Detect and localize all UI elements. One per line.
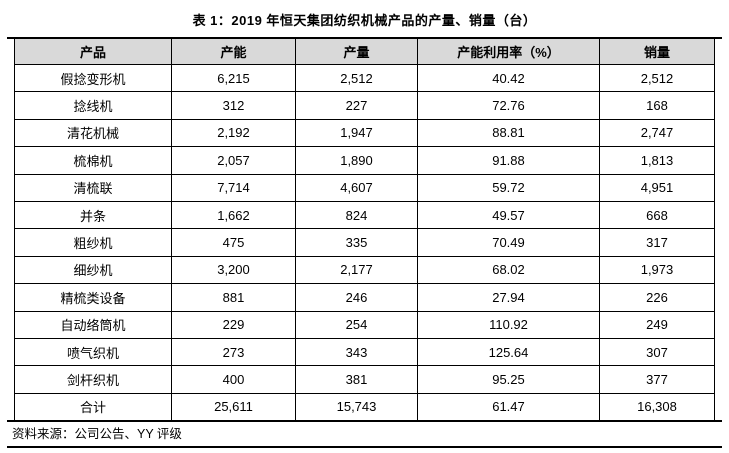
table-cell: 自动络筒机: [14, 310, 172, 339]
table-row: 细纱机 3,200 2,177 68.02 1,973: [14, 255, 715, 285]
table-row: 粗纱机 475 335 70.49 317: [14, 228, 715, 257]
top-rule-divider: [7, 37, 722, 39]
table-cell: 168: [599, 91, 715, 120]
table-cell: 2,192: [171, 118, 296, 148]
table-cell: 343: [295, 337, 418, 367]
table-cell: 精梳类设备: [14, 283, 172, 312]
table-cell: 捻线机: [14, 91, 172, 120]
table-row: 剑杆织机 400 381 95.25 377: [14, 365, 715, 394]
table-row: 梳棉机 2,057 1,890 91.88 1,813: [14, 146, 715, 175]
table-row: 清花机械 2,192 1,947 88.81 2,747: [14, 118, 715, 148]
table-row: 喷气织机 273 343 125.64 307: [14, 337, 715, 367]
table-cell: 40.42: [417, 63, 600, 93]
table-title: 表 1：2019 年恒天集团纺织机械产品的产量、销量（台）: [192, 13, 537, 28]
table-cell: 1,947: [295, 118, 418, 148]
column-header: 产能利用率（%）: [417, 39, 600, 65]
table-cell: 227: [295, 91, 418, 120]
column-header: 产能: [171, 39, 296, 65]
table-cell: 668: [599, 200, 715, 230]
table-cell: 61.47: [417, 392, 600, 421]
table-cell: 246: [295, 283, 418, 312]
table-cell: 27.94: [417, 283, 600, 312]
table-cell: 377: [599, 365, 715, 394]
table-cell: 细纱机: [14, 255, 172, 285]
table-cell: 249: [599, 310, 715, 339]
source-note: 资料来源：公司公告、YY 评级: [12, 427, 182, 442]
table-cell: 假捻变形机: [14, 63, 172, 93]
table-cell: 16,308: [599, 392, 715, 421]
production-sales-table: 产品 产能 产量 产能利用率（%） 销量 假捻变形机 6,215 2,512 40.42 2,5…: [14, 39, 715, 421]
table-cell: 15,743: [295, 392, 418, 421]
table-cell: 88.81: [417, 118, 600, 148]
table-header-row: 产品 产能 产量 产能利用率（%） 销量: [14, 39, 715, 65]
table-cell: 并条: [14, 200, 172, 230]
table-cell: 254: [295, 310, 418, 339]
table-cell: 824: [295, 200, 418, 230]
table-cell: 95.25: [417, 365, 600, 394]
table-row: 自动络筒机 229 254 110.92 249: [14, 310, 715, 339]
table-cell: 25,611: [171, 392, 296, 421]
table-cell: 226: [599, 283, 715, 312]
table-row: 合计 25,611 15,743 61.47 16,308: [14, 392, 715, 421]
table-bottom-rule-divider: [7, 420, 722, 423]
table-cell: 91.88: [417, 146, 600, 175]
table-cell: 312: [171, 91, 296, 120]
table-row: 假捻变形机 6,215 2,512 40.42 2,512: [14, 63, 715, 93]
table-cell: 1,973: [599, 255, 715, 285]
table-cell: 49.57: [417, 200, 600, 230]
bottom-rule-divider: [7, 446, 722, 449]
table-cell: 335: [295, 228, 418, 257]
table-cell: 清梳联: [14, 173, 172, 202]
table-cell: 2,747: [599, 118, 715, 148]
table-cell: 2,057: [171, 146, 296, 175]
table-cell: 2,512: [599, 63, 715, 93]
table-cell: 68.02: [417, 255, 600, 285]
table-cell: 4,951: [599, 173, 715, 202]
table-cell: 3,200: [171, 255, 296, 285]
table-cell: 400: [171, 365, 296, 394]
table-cell: 70.49: [417, 228, 600, 257]
table-cell: 475: [171, 228, 296, 257]
column-header: 产品: [14, 39, 172, 65]
table-row: 并条 1,662 824 49.57 668: [14, 200, 715, 230]
table-cell: 1,813: [599, 146, 715, 175]
table-cell: 2,512: [295, 63, 418, 93]
table-cell: 6,215: [171, 63, 296, 93]
table-cell: 7,714: [171, 173, 296, 202]
table-cell: 317: [599, 228, 715, 257]
table-cell: 1,890: [295, 146, 418, 175]
table-row: 精梳类设备 881 246 27.94 226: [14, 283, 715, 312]
table-cell: 1,662: [171, 200, 296, 230]
table-cell: 喷气织机: [14, 337, 172, 367]
table-cell: 881: [171, 283, 296, 312]
table-cell: 381: [295, 365, 418, 394]
table-cell: 清花机械: [14, 118, 172, 148]
table-cell: 307: [599, 337, 715, 367]
table-cell: 4,607: [295, 173, 418, 202]
column-header: 销量: [599, 39, 715, 65]
table-cell: 合计: [14, 392, 172, 421]
table-cell: 梳棉机: [14, 146, 172, 175]
table-row: 清梳联 7,714 4,607 59.72 4,951: [14, 173, 715, 202]
table-body: 假捻变形机 6,215 2,512 40.42 2,512 捻线机 312 227 72.76 1…: [14, 63, 715, 421]
table-cell: 粗纱机: [14, 228, 172, 257]
table-cell: 72.76: [417, 91, 600, 120]
table-cell: 273: [171, 337, 296, 367]
column-header: 产量: [295, 39, 418, 65]
table-cell: 2,177: [295, 255, 418, 285]
table-row: 捻线机 312 227 72.76 168: [14, 91, 715, 120]
table-cell: 110.92: [417, 310, 600, 339]
table-cell: 59.72: [417, 173, 600, 202]
table-cell: 125.64: [417, 337, 600, 367]
table-cell: 剑杆织机: [14, 365, 172, 394]
table-cell: 229: [171, 310, 296, 339]
